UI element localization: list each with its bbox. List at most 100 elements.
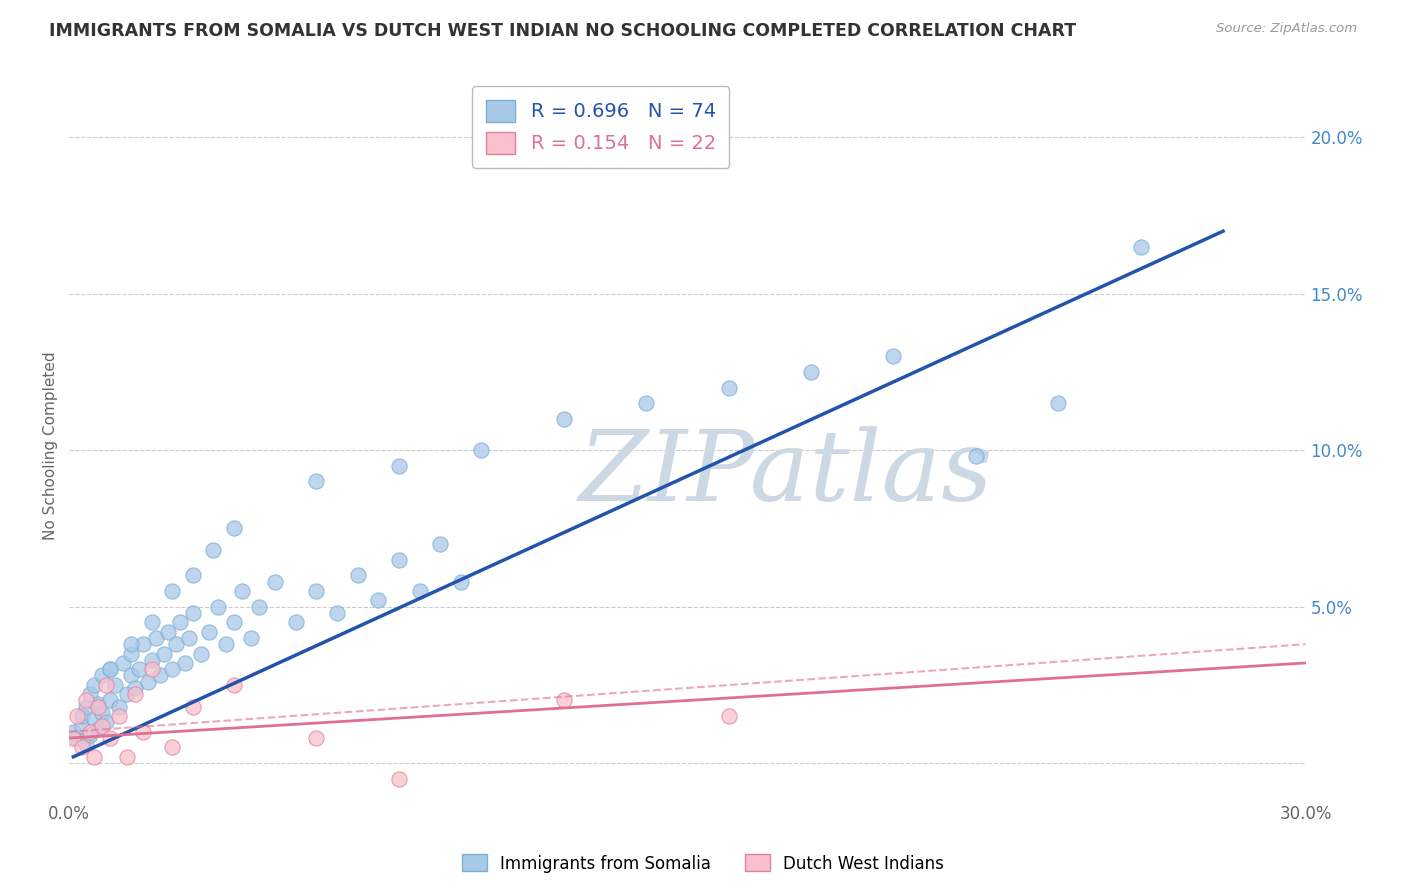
Point: [136, 674, 159, 689]
Point: [100, 693, 122, 707]
Point: [75, 737, 97, 751]
Legend: R = 0.696   N = 74, R = 0.154   N = 22: R = 0.696 N = 74, R = 0.154 N = 22: [472, 86, 730, 168]
Point: [553, 412, 575, 426]
Point: [198, 624, 221, 639]
Point: [162, 740, 184, 755]
Point: [305, 584, 328, 599]
Point: [264, 574, 287, 589]
Point: [177, 631, 200, 645]
Point: [87, 722, 110, 736]
Point: [181, 699, 204, 714]
Point: [169, 615, 191, 630]
Point: [222, 521, 245, 535]
Point: [636, 396, 658, 410]
Point: [882, 349, 904, 363]
Point: [115, 749, 138, 764]
Point: [124, 687, 146, 701]
Point: [215, 637, 238, 651]
Point: [120, 668, 142, 682]
Point: [800, 365, 823, 379]
Point: [141, 615, 163, 630]
Point: [153, 647, 176, 661]
Point: [91, 668, 114, 682]
Point: [222, 678, 245, 692]
Point: [1047, 396, 1070, 410]
Point: [79, 728, 101, 742]
Point: [115, 687, 138, 701]
Point: [107, 699, 129, 714]
Point: [162, 584, 184, 599]
Point: [553, 693, 575, 707]
Point: [181, 606, 204, 620]
Point: [124, 681, 146, 695]
Point: [79, 724, 101, 739]
Legend: Immigrants from Somalia, Dutch West Indians: Immigrants from Somalia, Dutch West Indi…: [456, 847, 950, 880]
Point: [87, 697, 110, 711]
Point: [91, 718, 114, 732]
Text: Source: ZipAtlas.com: Source: ZipAtlas.com: [1216, 22, 1357, 36]
Point: [83, 749, 105, 764]
Point: [231, 584, 253, 599]
Point: [207, 599, 229, 614]
Point: [450, 574, 472, 589]
Point: [96, 715, 118, 730]
Point: [157, 624, 180, 639]
Point: [128, 662, 150, 676]
Point: [173, 656, 195, 670]
Point: [470, 443, 492, 458]
Point: [284, 615, 307, 630]
Point: [222, 615, 245, 630]
Y-axis label: No Schooling Completed: No Schooling Completed: [44, 351, 58, 540]
Point: [75, 693, 97, 707]
Point: [100, 731, 122, 745]
Point: [70, 740, 93, 755]
Point: [149, 668, 172, 682]
Point: [62, 731, 84, 745]
Point: [408, 584, 430, 599]
Point: [132, 724, 155, 739]
Point: [346, 568, 368, 582]
Point: [429, 537, 451, 551]
Point: [83, 678, 105, 692]
Point: [70, 718, 93, 732]
Point: [96, 678, 118, 692]
Point: [120, 647, 142, 661]
Point: [66, 709, 89, 723]
Point: [132, 637, 155, 651]
Point: [247, 599, 270, 614]
Point: [326, 606, 349, 620]
Point: [717, 381, 740, 395]
Point: [100, 662, 122, 676]
Point: [145, 631, 167, 645]
Point: [1129, 240, 1152, 254]
Point: [141, 653, 163, 667]
Point: [239, 631, 262, 645]
Point: [202, 543, 225, 558]
Point: [91, 706, 114, 720]
Point: [83, 712, 105, 726]
Point: [120, 637, 142, 651]
Point: [111, 656, 134, 670]
Point: [305, 731, 328, 745]
Point: [367, 593, 389, 607]
Point: [70, 709, 93, 723]
Point: [87, 699, 110, 714]
Point: [66, 731, 89, 745]
Point: [107, 709, 129, 723]
Point: [965, 450, 987, 464]
Text: IMMIGRANTS FROM SOMALIA VS DUTCH WEST INDIAN NO SCHOOLING COMPLETED CORRELATION : IMMIGRANTS FROM SOMALIA VS DUTCH WEST IN…: [49, 22, 1077, 40]
Point: [305, 475, 328, 489]
Point: [181, 568, 204, 582]
Point: [717, 709, 740, 723]
Point: [162, 662, 184, 676]
Text: ZIPatlas: ZIPatlas: [579, 426, 994, 522]
Point: [79, 687, 101, 701]
Point: [165, 637, 187, 651]
Point: [75, 699, 97, 714]
Point: [62, 724, 84, 739]
Point: [190, 647, 212, 661]
Point: [103, 678, 125, 692]
Point: [388, 458, 411, 473]
Point: [388, 552, 411, 566]
Point: [141, 662, 163, 676]
